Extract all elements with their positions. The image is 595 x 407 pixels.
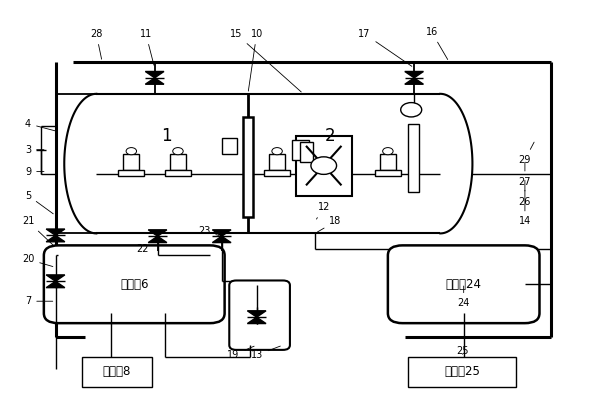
- Text: 27: 27: [519, 162, 531, 186]
- Bar: [165, 170, 191, 176]
- Bar: [296, 136, 352, 195]
- FancyBboxPatch shape: [388, 245, 540, 323]
- Bar: [170, 154, 186, 170]
- Text: 20: 20: [22, 254, 53, 267]
- Polygon shape: [405, 72, 424, 78]
- Text: 15: 15: [230, 29, 301, 92]
- Text: 21: 21: [22, 217, 54, 245]
- Text: 11: 11: [140, 29, 154, 65]
- Text: 储气罐24: 储气罐24: [446, 278, 482, 291]
- Bar: [123, 154, 139, 170]
- FancyBboxPatch shape: [44, 245, 224, 323]
- Text: 2: 2: [324, 127, 335, 145]
- Text: 10: 10: [248, 29, 263, 91]
- Bar: [264, 170, 290, 176]
- Polygon shape: [145, 78, 164, 84]
- Text: 18: 18: [317, 217, 342, 232]
- Text: 28: 28: [90, 29, 102, 59]
- Polygon shape: [145, 72, 164, 78]
- Circle shape: [311, 157, 337, 174]
- Bar: [243, 117, 253, 217]
- Text: 真空泵8: 真空泵8: [102, 365, 131, 379]
- Text: 负压罐6: 负压罐6: [120, 278, 149, 291]
- Circle shape: [400, 103, 422, 117]
- Circle shape: [126, 148, 136, 155]
- Text: 5: 5: [25, 190, 54, 214]
- Circle shape: [272, 148, 282, 155]
- Text: 29: 29: [519, 142, 534, 164]
- Circle shape: [383, 148, 393, 155]
- Text: 26: 26: [519, 180, 531, 206]
- Polygon shape: [248, 317, 266, 324]
- Text: 16: 16: [425, 27, 447, 59]
- Bar: [300, 142, 313, 162]
- Text: 9: 9: [25, 166, 44, 177]
- Bar: [222, 138, 237, 153]
- Text: 25: 25: [456, 346, 469, 356]
- Text: 19: 19: [227, 346, 254, 360]
- Text: 24: 24: [458, 286, 470, 308]
- Bar: [380, 154, 396, 170]
- Text: 17: 17: [358, 29, 412, 66]
- Polygon shape: [405, 78, 424, 84]
- Bar: [118, 170, 145, 176]
- Text: 7: 7: [25, 296, 53, 306]
- Polygon shape: [212, 236, 231, 243]
- Bar: [408, 124, 419, 192]
- Polygon shape: [46, 229, 65, 235]
- Text: 23: 23: [198, 226, 219, 236]
- Bar: [269, 154, 285, 170]
- Bar: [82, 357, 152, 387]
- Polygon shape: [46, 281, 65, 288]
- Polygon shape: [148, 236, 167, 243]
- Polygon shape: [212, 230, 231, 236]
- Text: 3: 3: [25, 144, 44, 155]
- Bar: [292, 140, 309, 160]
- Text: 空压机25: 空压机25: [444, 365, 480, 379]
- Polygon shape: [148, 230, 167, 236]
- Text: 13: 13: [250, 346, 280, 360]
- Polygon shape: [248, 311, 266, 317]
- Text: 12: 12: [317, 203, 330, 219]
- Polygon shape: [46, 275, 65, 281]
- Text: 14: 14: [519, 190, 531, 226]
- Text: 1: 1: [161, 127, 171, 145]
- FancyBboxPatch shape: [229, 280, 290, 350]
- Text: 22: 22: [137, 238, 155, 254]
- Circle shape: [173, 148, 183, 155]
- Text: 4: 4: [25, 119, 56, 131]
- Bar: [375, 170, 401, 176]
- Bar: [408, 357, 516, 387]
- Polygon shape: [46, 235, 65, 242]
